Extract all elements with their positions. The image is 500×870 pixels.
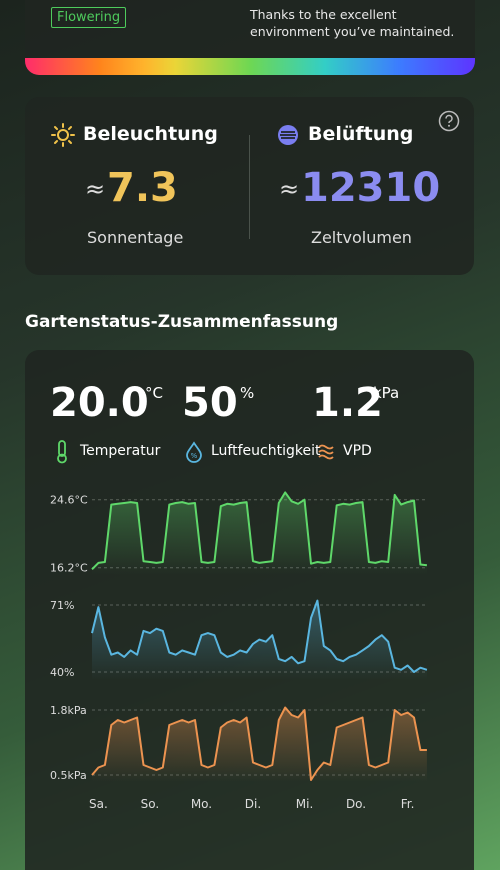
- lighting-value: 7.3: [107, 165, 178, 211]
- stage-badge: Flowering: [51, 7, 127, 28]
- rainbow-bar: [25, 58, 475, 75]
- x-tick-label: Do.: [346, 797, 366, 811]
- legend-label: Luftfeuchtigkeit: [211, 443, 321, 459]
- y-tick-label: 40%: [50, 666, 74, 679]
- x-tick-label: Mi.: [296, 797, 314, 811]
- drop-icon: %: [186, 441, 202, 463]
- stats-card: Beleuchtung ≈ 7.3 Sonnentage Belüftung ≈…: [25, 97, 474, 275]
- y-tick-label: 0.5kPa: [50, 769, 87, 782]
- section-title: Gartenstatus-Zusammenfassung: [25, 312, 339, 332]
- line: [91, 599, 428, 673]
- reading-unit: °C: [145, 384, 163, 402]
- approx: ≈: [279, 175, 300, 203]
- sun-icon: [51, 123, 75, 147]
- y-tick-label: 1.8kPa: [50, 704, 87, 717]
- y-tick-label: 24.6°C: [50, 494, 88, 507]
- thermo-icon: [57, 440, 67, 464]
- vpd-icon: [318, 444, 334, 460]
- legend-label: VPD: [343, 443, 372, 459]
- x-tick-label: Mo.: [191, 797, 212, 811]
- help-button[interactable]: [438, 110, 460, 132]
- area: [92, 707, 427, 782]
- legend-label: Temperatur: [80, 443, 161, 459]
- svg-text:%: %: [191, 452, 198, 460]
- vent-icon: [278, 125, 298, 145]
- reading-unit: kPa: [373, 384, 400, 402]
- y-tick-label: 16.2°C: [50, 562, 88, 575]
- reading-unit: %: [240, 384, 255, 402]
- area: [92, 492, 427, 575]
- approx: ≈: [85, 175, 106, 203]
- divider: [249, 135, 250, 239]
- x-tick-label: Sa.: [89, 797, 108, 811]
- reading-value: 1.2: [312, 380, 383, 426]
- lighting-label: Sonnentage: [87, 228, 184, 247]
- status-message: Thanks to the excellent environment you’…: [250, 7, 455, 39]
- ventilation-title: Belüftung: [308, 123, 414, 145]
- x-tick-label: Di.: [245, 797, 261, 811]
- lighting-title: Beleuchtung: [83, 123, 218, 145]
- ventilation-label: Zeltvolumen: [311, 228, 412, 247]
- reading-value: 50: [182, 380, 238, 426]
- line: [91, 706, 427, 781]
- line: [91, 491, 428, 571]
- x-tick-label: So.: [141, 797, 160, 811]
- reading-value: 20.0: [50, 380, 149, 426]
- charts: 24.6°C 16.2°C 71% 40% 1.8kPa 0.5kPa Sa. So. Mo. D…: [50, 491, 428, 811]
- y-tick-label: 71%: [50, 599, 74, 612]
- x-tick-label: Fr.: [401, 797, 415, 811]
- ventilation-value: 12310: [301, 165, 441, 211]
